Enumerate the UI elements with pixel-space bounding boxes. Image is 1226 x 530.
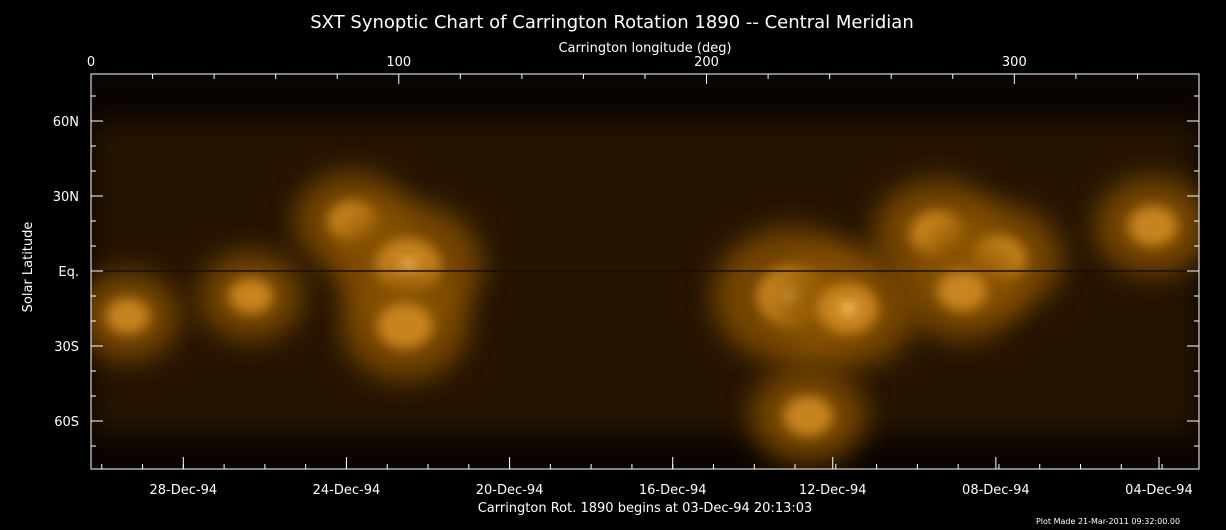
x-top-tick-label: 300: [1002, 55, 1027, 70]
emission-layer: [91, 121, 1199, 465]
active-region: [1128, 205, 1178, 247]
x-top-axis-label: Carrington longitude (deg): [558, 41, 731, 56]
y-tick-label: Eq.: [58, 265, 79, 280]
y-tick-label: 30S: [54, 340, 79, 355]
x-bottom-tick-label: 04-Dec-94: [1125, 483, 1193, 498]
plot-area: [91, 74, 1199, 469]
y-tick-label: 30N: [53, 190, 79, 205]
x-bottom-tick-label: 12-Dec-94: [799, 483, 867, 498]
x-bottom-tick-label: 08-Dec-94: [962, 483, 1030, 498]
x-bottom-axis-label: Carrington Rot. 1890 begins at 03-Dec-94…: [478, 501, 813, 516]
active-region: [105, 298, 150, 334]
x-bottom-tick-label: 20-Dec-94: [476, 483, 544, 498]
active-region: [229, 278, 274, 314]
y-tick-label: 60N: [53, 115, 79, 130]
x-top-tick-label: 100: [386, 55, 411, 70]
active-region: [783, 395, 833, 437]
x-bottom-tick-label: 28-Dec-94: [150, 483, 218, 498]
active-region-core: [399, 259, 418, 273]
x-bottom-tick-label: 16-Dec-94: [639, 483, 707, 498]
x-top-tick-label: 0: [87, 55, 95, 70]
active-region: [937, 270, 987, 312]
chart-title: SXT Synoptic Chart of Carrington Rotatio…: [310, 12, 914, 33]
active-region-core: [840, 302, 857, 315]
y-axis-label: Solar Latitude: [21, 222, 36, 313]
x-bottom-tick-label: 24-Dec-94: [313, 483, 381, 498]
y-tick-label: 60S: [54, 415, 79, 430]
footer-text: Plot Made 21-Mar-2011 09:32:00.00: [1036, 517, 1180, 526]
tick-labels: 0 100 200 300 60N 30N Eq. 30S 60S 28-Dec-94 24-Dec…: [53, 55, 1193, 498]
x-top-tick-label: 200: [694, 55, 719, 70]
tick-marks: [90, 74, 1199, 469]
active-region: [377, 303, 433, 349]
